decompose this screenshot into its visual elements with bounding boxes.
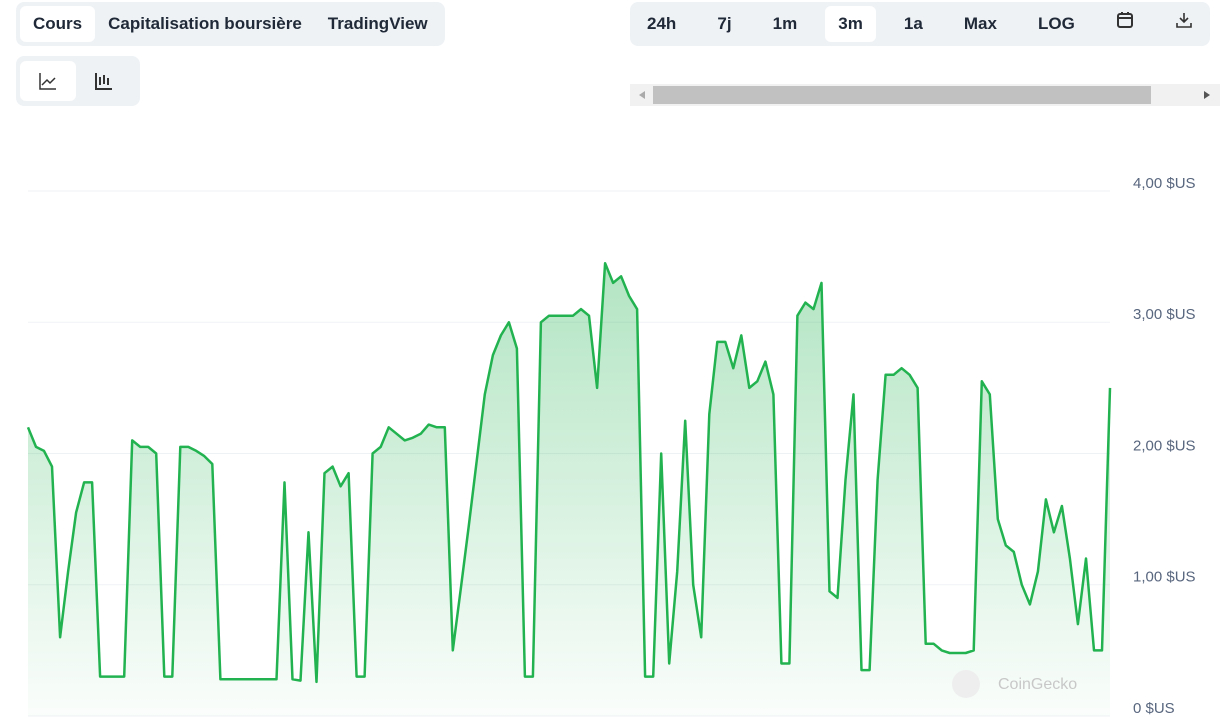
range-button[interactable]: 3m bbox=[825, 6, 876, 42]
line-icon bbox=[39, 73, 56, 90]
candle-chart-button[interactable] bbox=[76, 71, 132, 91]
scroll-right bbox=[1204, 91, 1210, 99]
watermark: CoinGecko bbox=[998, 676, 1077, 693]
y-tick-label: 3,00 $US bbox=[1133, 306, 1196, 323]
tab[interactable]: Capitalisation boursière bbox=[108, 14, 302, 33]
chart-type-group bbox=[16, 56, 140, 106]
range-button[interactable]: 24h bbox=[647, 14, 677, 33]
y-tick-label: 4,00 $US bbox=[1133, 175, 1196, 192]
candle-icon bbox=[95, 73, 112, 90]
y-tick-label: 0 $US bbox=[1133, 700, 1175, 717]
y-tick-label: 2,00 $US bbox=[1133, 437, 1196, 454]
range-button[interactable]: 7j bbox=[717, 14, 732, 33]
y-tick-label: 1,00 $US bbox=[1133, 569, 1196, 586]
range-button[interactable]: 1a bbox=[903, 14, 923, 33]
range-button[interactable]: Max bbox=[963, 14, 997, 33]
line-chart-button[interactable] bbox=[20, 61, 76, 101]
tab-group: Cours Capitalisation boursière TradingView bbox=[16, 2, 445, 46]
calendar-button[interactable] bbox=[1103, 6, 1147, 42]
tab[interactable]: Cours bbox=[20, 6, 96, 42]
range-group: 24h 7j 1m 3m 1a Max LOG bbox=[630, 2, 1210, 46]
watermark-logo bbox=[952, 670, 980, 698]
scroll-left bbox=[639, 91, 645, 99]
area bbox=[28, 263, 1110, 716]
price-line bbox=[26, 261, 1112, 684]
tab[interactable]: TradingView bbox=[327, 14, 428, 33]
range-button[interactable]: LOG bbox=[1038, 14, 1075, 33]
calendar-icon bbox=[1116, 12, 1133, 28]
scrollbar-thumb bbox=[653, 86, 1151, 104]
scrollbar-track bbox=[630, 84, 1220, 106]
download-button[interactable] bbox=[1162, 6, 1206, 42]
download-icon bbox=[1176, 13, 1192, 28]
range-button[interactable]: 1m bbox=[772, 14, 798, 33]
